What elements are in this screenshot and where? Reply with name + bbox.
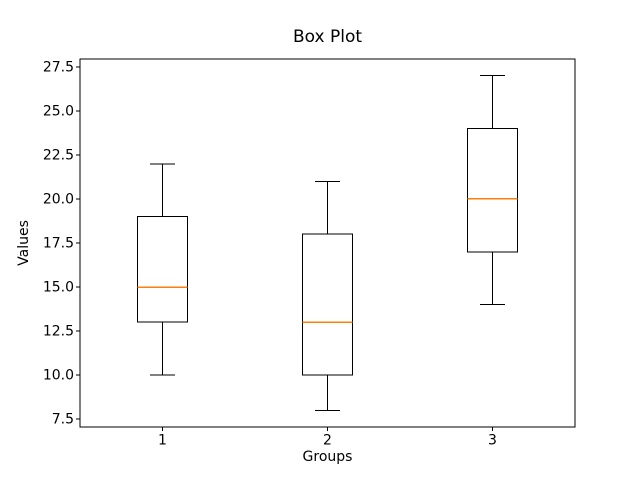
chart-title: Box Plot: [292, 27, 363, 47]
y-tick-label: 20.0: [43, 191, 74, 207]
x-tick-label: 1: [158, 433, 167, 449]
box: [137, 216, 188, 323]
axes-border: [79, 58, 576, 428]
x-axis-label: Groups: [302, 449, 353, 465]
y-tick-label: 22.5: [43, 147, 74, 163]
box: [302, 233, 353, 376]
y-tick-label: 7.5: [52, 412, 74, 428]
box: [467, 128, 518, 253]
y-tick-label: 17.5: [43, 235, 74, 251]
y-tick-label: 25.0: [43, 103, 74, 119]
y-tick-label: 12.5: [43, 324, 74, 340]
y-tick-label: 27.5: [43, 59, 74, 75]
y-tick-label: 15.0: [43, 279, 74, 295]
y-tick-label: 10.0: [43, 368, 74, 384]
x-tick-label: 3: [488, 433, 497, 449]
x-tick-label: 2: [323, 433, 332, 449]
